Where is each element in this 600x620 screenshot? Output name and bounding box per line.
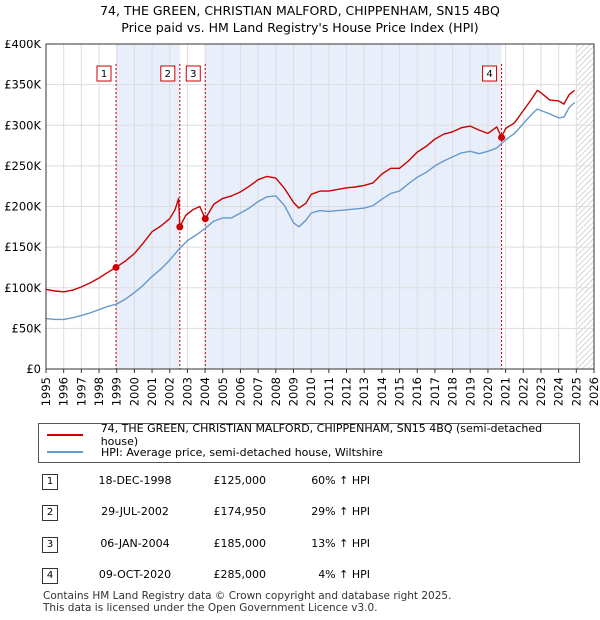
sale-flag-label: 2: [165, 69, 171, 80]
legend-swatch-property: [47, 434, 83, 436]
x-tick-label: 2015: [393, 377, 407, 406]
x-tick-label: 2005: [216, 377, 230, 406]
x-tick-label: 1996: [57, 377, 71, 406]
sale-flag-box: [185, 65, 201, 82]
x-tick-label: 2011: [322, 377, 336, 406]
sale-point: [176, 223, 184, 231]
x-tick-label: 2016: [410, 377, 424, 406]
x-tick-label: 2023: [534, 377, 548, 406]
transaction-date: 06-JAN-2004: [100, 537, 170, 550]
transaction-number: 4: [42, 568, 58, 584]
x-tick-label: 1995: [39, 377, 53, 406]
transaction-number: 3: [42, 537, 58, 553]
price-chart: 1 2 3 4 £0 £50K £100K £150K £200K £250K £300K £350…: [4, 40, 600, 406]
x-tick-label: 1998: [92, 377, 106, 406]
y-tick-label: £150K: [4, 240, 41, 254]
transaction-hpi: 60% ↑ HPI: [311, 474, 370, 487]
transaction-date: 09-OCT-2020: [98, 568, 172, 581]
x-tick-label: 2004: [198, 377, 212, 406]
x-tick-label: 2010: [304, 377, 318, 406]
x-tick-label: 2014: [375, 377, 389, 406]
y-tick-label: £0: [26, 362, 41, 376]
x-tick-label: 2022: [516, 377, 530, 406]
sale-point: [498, 133, 506, 141]
chart-title: 74, THE GREEN, CHRISTIAN MALFORD, CHIPPE…: [100, 3, 500, 18]
hpi-line: [45, 101, 576, 321]
y-tick-label: £100K: [4, 281, 41, 295]
legend-label-property: 74, THE GREEN, CHRISTIAN MALFORD, CHIPPE…: [100, 422, 543, 448]
transaction-date: 29-JUL-2002: [101, 505, 169, 518]
chart-subtitle: Price paid vs. HM Land Registry's House …: [121, 20, 479, 35]
transaction-hpi: 13% ↑ HPI: [311, 537, 370, 550]
transaction-price: £125,000: [213, 474, 267, 487]
footer-copyright: Contains HM Land Registry data © Crown c…: [43, 590, 452, 602]
legend-label-hpi: HPI: Average price, semi-detached house,…: [101, 445, 383, 459]
y-tick-label: £200K: [4, 200, 41, 214]
x-tick-label: 2025: [569, 377, 583, 406]
x-tick-label: 2006: [233, 377, 247, 406]
transaction-hpi: 29% ↑ HPI: [311, 505, 370, 518]
transaction-number: 2: [42, 505, 58, 521]
x-tick-label: 2026: [587, 377, 600, 406]
transaction-hpi: 4% ↑ HPI: [318, 568, 370, 581]
legend-item-hpi: HPI: Average price, semi-detached house,…: [47, 444, 383, 460]
sale-flag-box: [96, 65, 112, 82]
x-tick-label: 2019: [463, 377, 477, 406]
x-tick-label: 2020: [481, 377, 495, 406]
x-tick-label: 2001: [145, 377, 159, 406]
y-tick-label: £350K: [4, 78, 41, 92]
x-tick-label: 2008: [269, 377, 283, 406]
y-tick-label: £250K: [4, 159, 41, 173]
x-tick-label: 2002: [163, 377, 177, 406]
transaction-price: £185,000: [213, 537, 267, 550]
x-tick-label: 2018: [446, 377, 460, 406]
x-tick-label: 2012: [340, 377, 354, 406]
sale-flag-box: [482, 65, 498, 82]
plot-frame: [45, 43, 595, 370]
x-tick-label: 2024: [552, 377, 566, 406]
x-tick-label: 2000: [127, 377, 141, 406]
table-row: 3 06-JAN-2004 £185,000 13% ↑ HPI: [0, 535, 600, 555]
x-tick-label: 2013: [357, 377, 371, 406]
sale-point: [112, 263, 120, 271]
y-tick-label: £400K: [4, 40, 41, 51]
x-tick-label: 2007: [251, 377, 265, 406]
sale-flag-box: [160, 65, 176, 82]
footer-licence: This data is licensed under the Open Gov…: [43, 602, 378, 614]
y-tick-label: £300K: [4, 118, 41, 132]
x-tick-label: 2003: [180, 377, 194, 406]
x-tick-label: 2009: [286, 377, 300, 406]
legend-item-property: 74, THE GREEN, CHRISTIAN MALFORD, CHIPPE…: [47, 422, 579, 448]
legend: 74, THE GREEN, CHRISTIAN MALFORD, CHIPPE…: [38, 422, 580, 463]
x-tick-label: 2021: [499, 377, 513, 406]
legend-swatch-hpi: [47, 451, 83, 453]
table-row: 1 18-DEC-1998 £125,000 60% ↑ HPI: [0, 472, 600, 492]
sale-flag-label: 4: [486, 69, 492, 80]
y-tick-label: £50K: [12, 321, 42, 335]
x-tick-label: 1999: [110, 377, 124, 406]
transaction-number: 1: [42, 474, 58, 490]
footer: Contains HM Land Registry data © Crown c…: [43, 590, 451, 614]
table-row: 4 09-OCT-2020 £285,000 4% ↑ HPI: [0, 566, 600, 586]
sale-flag-label: 3: [190, 69, 196, 80]
transaction-price: £174,950: [213, 505, 267, 518]
x-tick-label: 2017: [428, 377, 442, 406]
transaction-date: 18-DEC-1998: [98, 474, 172, 487]
sale-point: [201, 215, 209, 223]
sale-flag-label: 1: [101, 69, 107, 80]
transaction-price: £285,000: [213, 568, 267, 581]
x-tick-label: 1997: [74, 377, 88, 406]
table-row: 2 29-JUL-2002 £174,950 29% ↑ HPI: [0, 503, 600, 523]
